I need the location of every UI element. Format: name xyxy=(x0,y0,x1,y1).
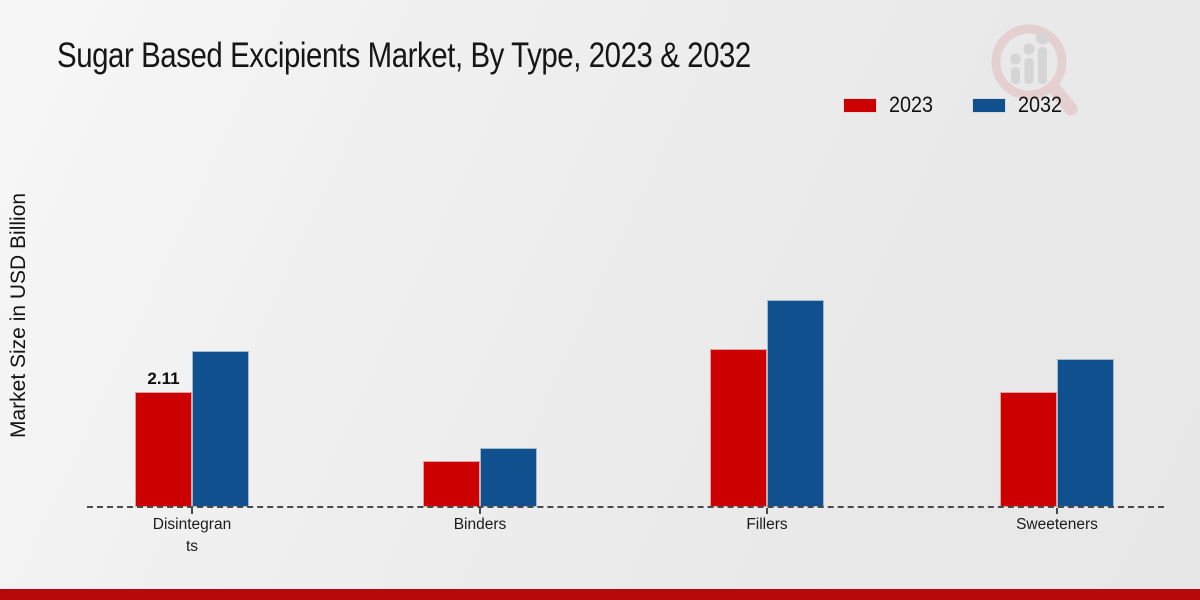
x-axis-baseline xyxy=(87,506,1164,508)
chart-title: Sugar Based Excipients Market, By Type, … xyxy=(57,36,751,75)
x-axis-tick-sweeteners xyxy=(1056,508,1058,514)
x-axis-label-binders: Binders xyxy=(453,516,507,533)
legend-label-2023: 2023 xyxy=(889,92,934,117)
bar-2023-binders xyxy=(423,461,480,507)
x-axis-label-disintegrants: Disintegran ts xyxy=(152,516,232,556)
legend-swatch-2023 xyxy=(843,97,877,113)
x-axis-label-sweeteners: Sweeteners xyxy=(1016,516,1098,533)
legend-label-2032: 2032 xyxy=(1017,92,1063,117)
x-axis-tick-binders xyxy=(479,508,481,514)
y-axis-label: Market Size in USD Billion xyxy=(7,192,30,438)
bar-2023-disintegrants xyxy=(135,392,192,507)
legend-swatch-2032 xyxy=(971,97,1006,113)
magnifier-bar-chart-watermark-icon xyxy=(991,24,1078,116)
legend-item-2032: 2032 xyxy=(971,92,1067,118)
bar-2023-sweeteners xyxy=(1000,392,1057,507)
bar-2023-fillers xyxy=(710,349,767,507)
bar-2032-binders xyxy=(480,448,537,507)
legend-item-2023: 2023 xyxy=(843,92,938,118)
bar-value-label-2023-disintegrants: 2.11 xyxy=(147,369,180,388)
legend: 2023 2032 xyxy=(843,92,1067,118)
bar-2032-disintegrants xyxy=(192,351,249,507)
x-axis-label-fillers: Fillers xyxy=(746,516,788,533)
x-axis-tick-fillers xyxy=(766,508,768,514)
x-axis-tick-disintegrants xyxy=(191,508,193,514)
bar-2032-sweeteners xyxy=(1057,359,1114,507)
bar-2032-fillers xyxy=(767,300,824,507)
footer-accent-band xyxy=(0,589,1200,600)
